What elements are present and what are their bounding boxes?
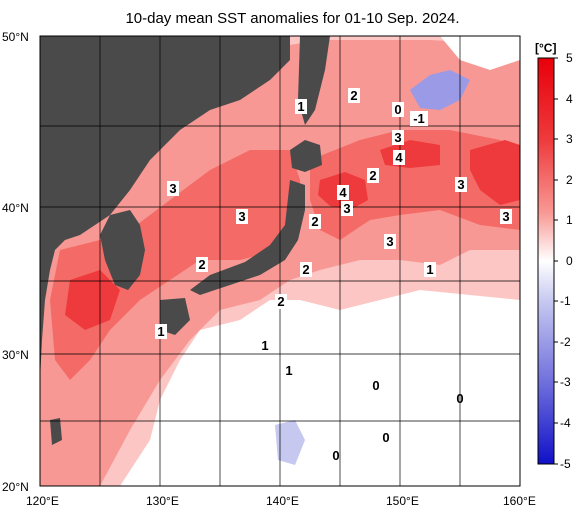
svg-text:0: 0 [382,430,389,445]
colorbar-tick: 5 [566,51,573,65]
contour-label: 2 [367,168,379,183]
contour-label: 3 [384,234,396,249]
svg-text:3: 3 [502,209,509,224]
svg-text:0: 0 [394,102,401,117]
anomaly-region-neg-north [410,70,470,110]
map-title: 10-day mean SST anomalies for 01-10 Sep.… [125,10,460,27]
anomaly-region-plus3-east [310,130,520,240]
svg-text:3: 3 [457,177,464,192]
svg-text:0: 0 [456,391,463,406]
lat-label-30: 30°N [2,348,29,362]
colorbar-tick: -5 [560,457,571,471]
lat-label-50: 50°N [2,30,29,44]
svg-text:1: 1 [426,262,433,277]
contour-label: 2 [275,294,287,309]
land-hokkaido [290,140,322,172]
svg-text:3: 3 [343,201,350,216]
land-taiwan [50,418,62,445]
svg-text:1: 1 [157,324,164,339]
contour-label: 1 [283,363,295,378]
lon-label-150: 150°E [386,494,419,508]
contour-label: 4 [393,150,405,165]
contour-labels: 1 2 0 -1 3 4 2 3 4 3 2 3 3 3 3 2 2 1 2 1… [155,88,512,463]
svg-text:2: 2 [198,257,205,272]
contour-label: 0 [372,378,379,393]
svg-text:2: 2 [302,262,309,277]
anomaly-region-neg-south [275,420,305,465]
lat-label-20: 20°N [2,480,29,494]
colorbar-tick: -1 [560,294,571,308]
contour-label: 4 [337,185,349,200]
contour-label: 1 [295,99,307,114]
land-continent [40,36,290,380]
contour-label: 3 [167,181,179,196]
svg-text:0: 0 [372,378,379,393]
contour-label: 3 [392,130,404,145]
svg-text:2: 2 [369,168,376,183]
anomaly-region-plus4-c [470,140,520,205]
svg-text:3: 3 [394,130,401,145]
svg-text:-1: -1 [413,111,425,126]
contour-label: 3 [341,201,353,216]
contour-label: 2 [300,262,312,277]
lat-label-40: 40°N [2,201,29,215]
colorbar-tick: 2 [566,173,573,187]
lon-label-140: 140°E [266,494,299,508]
contour-label: 2 [348,88,360,103]
contour-label: 0 [382,430,389,445]
svg-text:1: 1 [261,338,268,353]
lon-label-120: 120°E [26,494,59,508]
contour-label: 3 [236,209,248,224]
contour-label: 0 [392,102,404,117]
contour-label: 2 [309,214,321,229]
colorbar-tick: -2 [560,335,571,349]
svg-text:1: 1 [285,363,292,378]
lon-label-130: 130°E [146,494,179,508]
colorbar-tick: 0 [566,254,573,268]
svg-text:2: 2 [350,88,357,103]
land-korea [100,210,145,290]
svg-text:3: 3 [238,209,245,224]
svg-text:3: 3 [169,181,176,196]
svg-text:2: 2 [277,294,284,309]
colorbar-tick: -4 [560,416,571,430]
svg-text:3: 3 [386,234,393,249]
svg-text:2: 2 [311,214,318,229]
contour-label: -1 [410,111,428,126]
contour-label: 0 [332,448,339,463]
svg-text:4: 4 [395,150,403,165]
contour-label: 2 [196,257,208,272]
anomaly-region-plus3 [50,150,300,380]
land-kyushu [160,298,190,335]
contour-label: 1 [155,324,167,339]
map-frame [39,35,521,487]
svg-text:4: 4 [339,185,347,200]
colorbar-tick: 3 [566,132,573,146]
svg-text:0: 0 [332,448,339,463]
contour-label: 3 [455,177,467,192]
contour-label: 3 [500,209,512,224]
contour-label: 1 [424,262,436,277]
colorbar-unit: [°C] [535,41,557,55]
colorbar-tick: 1 [566,213,573,227]
svg-text:1: 1 [297,99,304,114]
colorbar-tick: 4 [566,92,573,106]
colorbar-gradient [537,57,555,465]
land-honshu [190,180,305,295]
colorbar-tick: -3 [560,375,571,389]
contour-label: 1 [259,338,271,353]
contour-label: 0 [456,391,463,406]
anomaly-region-plus4-d [65,270,120,330]
lon-label-160: 160°E [503,494,536,508]
